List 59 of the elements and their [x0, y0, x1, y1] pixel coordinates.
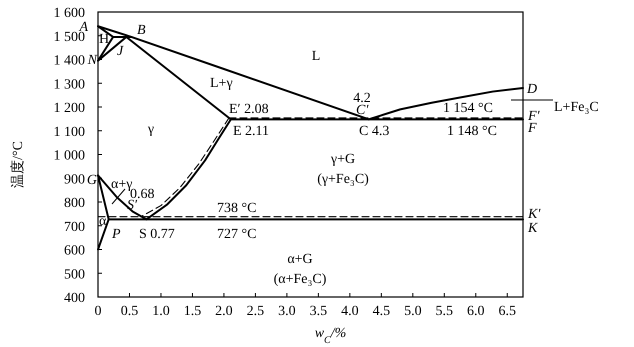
x-tick-label: 0: [94, 304, 102, 319]
annotation: S 0.77: [139, 227, 175, 242]
x-tick-label: 1.5: [184, 304, 202, 319]
annotation: 4.2: [353, 91, 371, 106]
text: G: [86, 173, 97, 188]
y-tick-label: 1 100: [54, 124, 85, 140]
x-tick-label: 0.5: [120, 304, 138, 319]
annotation: (γ+Fe₃C): [317, 172, 370, 187]
x-axis-title: w$_{C}$/%: [314, 326, 346, 346]
x-tick-label: 3.5: [310, 304, 328, 319]
y-tick-label: 600: [64, 244, 85, 258]
y-tick-label: 500: [64, 267, 85, 282]
y-axis-title: 温度/°C: [10, 141, 26, 188]
text: N: [86, 53, 98, 68]
x-tick-label: 2.0: [215, 304, 233, 319]
annotation: α+G: [287, 252, 313, 267]
text: F: [527, 121, 537, 136]
annotation: γ: [146, 122, 154, 137]
x-tick-label: 3.0: [278, 304, 296, 319]
annotation: 738 °C: [217, 201, 256, 216]
annotation: J: [117, 44, 124, 59]
x-tick-label: 5.5: [436, 304, 454, 319]
annotation: H: [99, 32, 110, 47]
annotation: C 4.3: [359, 124, 390, 139]
annotation: 1 154 °C: [443, 101, 493, 116]
x-tick-label: 4.0: [341, 304, 359, 319]
x-tick-label: 6.0: [467, 304, 485, 319]
x-tick-label: 4.5: [372, 304, 390, 319]
y-tick-label: 1 200: [54, 101, 85, 116]
annotation: 1 148 °C: [447, 124, 497, 139]
annotation: E′ 2.08: [229, 102, 269, 117]
y-tick-label: 1 000: [54, 148, 85, 164]
annotation: B: [137, 23, 146, 38]
x-tick-label: 1.0: [152, 304, 170, 319]
annotation: L: [312, 49, 320, 64]
annotation: 727 °C: [217, 227, 256, 242]
y-tick-label: 700: [64, 220, 85, 235]
y-tick-label: 900: [64, 172, 85, 188]
x-tick-label: 2.5: [246, 304, 264, 319]
annotation: α: [99, 214, 107, 229]
y-tick-label: 1 400: [54, 54, 85, 68]
x-tick-label: 5.0: [404, 304, 422, 319]
text: F′: [527, 109, 541, 124]
text: K: [527, 221, 538, 236]
annotation: E 2.11: [233, 124, 270, 139]
text: D: [526, 82, 538, 97]
annotation: L+γ: [210, 76, 233, 91]
y-tick-label: 1 600: [54, 6, 85, 21]
annotation: P: [111, 227, 121, 242]
text: L+Fe₃C: [554, 100, 599, 115]
text: K′: [527, 207, 542, 222]
annotation: γ+G: [330, 152, 356, 167]
x-tick-label: 6.5: [498, 304, 516, 319]
y-tick-label: 800: [64, 196, 85, 211]
y-tick-label: 400: [64, 291, 85, 306]
y-tick-label: 1 300: [54, 77, 85, 92]
annotation: (α+Fe₃C): [274, 272, 327, 287]
annotation: α+γ: [111, 177, 132, 192]
annotation: C′: [356, 103, 370, 118]
